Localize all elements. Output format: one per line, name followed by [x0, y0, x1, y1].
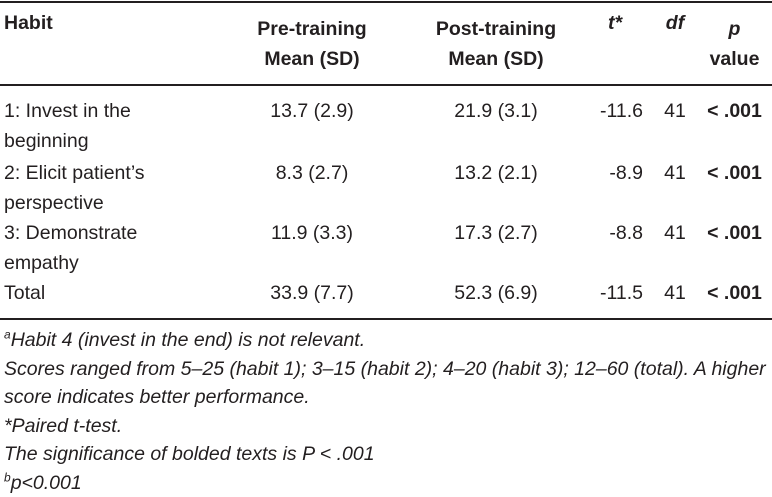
- footnote-a-text: Habit 4 (invest in the end) is not relev…: [11, 329, 365, 351]
- row2-df: 41: [651, 158, 699, 188]
- row1-df: 41: [651, 96, 699, 126]
- row3-p: < .001: [699, 218, 770, 248]
- row3-habit-line2: empathy: [4, 248, 219, 278]
- header-habit: Habit: [4, 8, 219, 38]
- table-footnotes: aHabit 4 (invest in the end) is not rele…: [4, 326, 768, 497]
- row3-post: 17.3 (2.7): [405, 218, 587, 248]
- row1-pre: 13.7 (2.9): [219, 96, 405, 126]
- header-p-line1: p: [699, 14, 770, 44]
- row4-habit: Total: [4, 278, 219, 308]
- row1-t: -11.6: [587, 96, 643, 126]
- header-post-training-line2: Mean (SD): [405, 44, 587, 74]
- row3-t: -8.8: [587, 218, 643, 248]
- row2-habit-line2: perspective: [4, 188, 219, 218]
- row4-t: -11.5: [587, 278, 643, 308]
- header-p-line2: value: [699, 44, 770, 74]
- row4-p: < .001: [699, 278, 770, 308]
- row1-p: < .001: [699, 96, 770, 126]
- row3-df: 41: [651, 218, 699, 248]
- header-bottom-rule: [0, 84, 772, 86]
- row4-df: 41: [651, 278, 699, 308]
- row2-habit-line1: 2: Elicit patient’s: [4, 158, 219, 188]
- footnote-a-marker: a: [4, 328, 11, 342]
- row2-t: -8.9: [587, 158, 643, 188]
- header-pre-training-line1: Pre-training: [219, 14, 405, 44]
- row1-habit-line2: beginning: [4, 126, 219, 156]
- row2-p: < .001: [699, 158, 770, 188]
- row4-pre: 33.9 (7.7): [219, 278, 405, 308]
- footnote-b: bp<0.001: [4, 469, 768, 497]
- header-df: df: [651, 8, 699, 38]
- footnote-significance: The significance of bolded texts is P < …: [4, 440, 768, 469]
- footnote-scores-line1: Scores ranged from 5–25 (habit 1); 3–15 …: [4, 355, 768, 384]
- header-post-training-line1: Post-training: [405, 14, 587, 44]
- footnote-b-marker: b: [4, 470, 11, 484]
- row4-post: 52.3 (6.9): [405, 278, 587, 308]
- header-t: t*: [587, 8, 643, 38]
- table-top-rule: [0, 1, 772, 3]
- footnote-a: aHabit 4 (invest in the end) is not rele…: [4, 326, 768, 355]
- footnote-b-text: p<0.001: [11, 472, 82, 494]
- footnote-paired: *Paired t-test.: [4, 412, 768, 441]
- row1-habit-line1: 1: Invest in the: [4, 96, 219, 126]
- row2-post: 13.2 (2.1): [405, 158, 587, 188]
- row2-pre: 8.3 (2.7): [219, 158, 405, 188]
- footnote-scores-line2: score indicates better performance.: [4, 383, 768, 412]
- row3-habit-line1: 3: Demonstrate: [4, 218, 219, 248]
- row3-pre: 11.9 (3.3): [219, 218, 405, 248]
- header-pre-training-line2: Mean (SD): [219, 44, 405, 74]
- row1-post: 21.9 (3.1): [405, 96, 587, 126]
- table-bottom-rule: [0, 318, 772, 320]
